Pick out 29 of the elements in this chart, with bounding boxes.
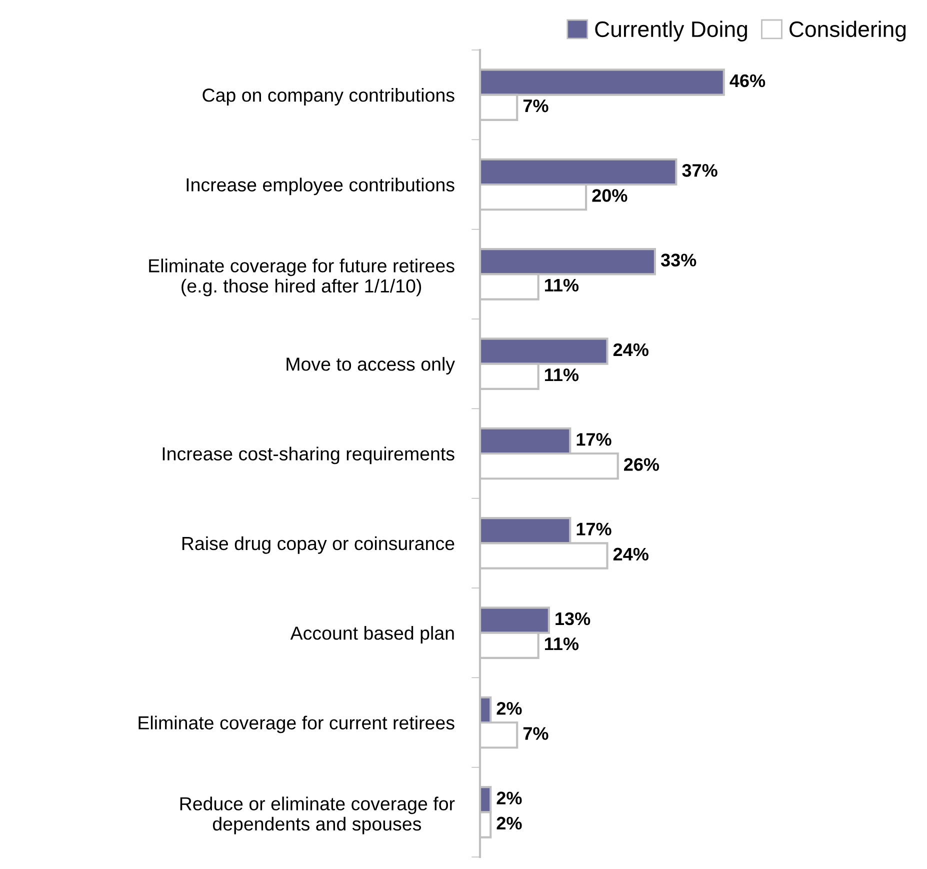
y-tick-label: Move to access only xyxy=(286,357,455,375)
data-label: 17% xyxy=(576,433,612,446)
y-tick-label: Increase cost-sharing requirements xyxy=(162,446,454,464)
legend-label: Currently Doing xyxy=(595,20,747,42)
data-label: 20% xyxy=(592,189,628,202)
y-tick-label: Reduce or eliminate coverage for dependents and spouses xyxy=(180,796,455,834)
y-tick-label: Raise drug copay or coinsurance xyxy=(182,536,454,554)
data-label: 37% xyxy=(682,164,718,177)
data-label: 11% xyxy=(545,278,579,292)
data-label: 24% xyxy=(613,343,648,356)
y-tick-label: Eliminate coverage for current retirees xyxy=(138,716,454,734)
y-tick-label: Cap on company contributions xyxy=(202,88,454,106)
data-label: 13% xyxy=(556,612,590,626)
data-label: 2% xyxy=(496,792,522,804)
data-label: 2% xyxy=(496,816,522,830)
data-label: 17% xyxy=(576,522,612,536)
data-label: 11% xyxy=(545,368,579,382)
data-label: 2% xyxy=(496,702,522,715)
data-label: 33% xyxy=(660,254,696,266)
y-tick-label: Account based plan xyxy=(290,626,454,644)
data-label: 7% xyxy=(523,99,548,112)
data-label: 46% xyxy=(730,74,766,88)
y-tick-label: Increase employee contributions xyxy=(186,178,454,196)
data-label: 24% xyxy=(613,548,648,561)
data-label: 7% xyxy=(523,727,548,740)
legend-label: Considering xyxy=(790,20,906,42)
data-label: 26% xyxy=(624,458,660,471)
y-tick-label: Eliminate coverage for future retirees (e.g. those hired after 1/1/10) xyxy=(149,258,454,296)
data-label: 11% xyxy=(545,637,579,650)
